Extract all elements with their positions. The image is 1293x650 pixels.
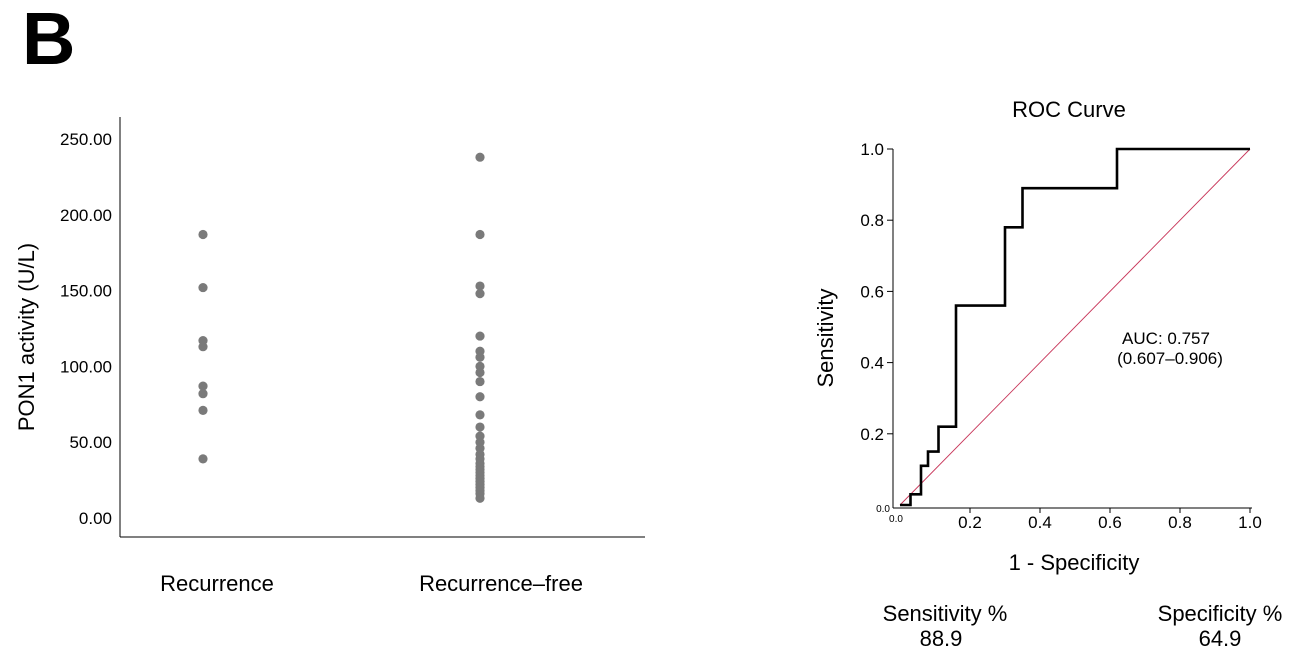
data-point	[198, 342, 208, 352]
data-point	[475, 493, 485, 503]
roc-x-tick-label: 1.0	[1238, 513, 1262, 532]
auc-ci-label: (0.607–0.906)	[1117, 349, 1223, 368]
roc-x-axis-title: 1 - Specificity	[1009, 550, 1140, 575]
data-point	[475, 152, 485, 162]
roc-y-ticks: 0.2 0.4 0.6 0.8 1.0	[860, 140, 893, 444]
data-point	[475, 229, 485, 240]
scatter-y-tick-label: 150.00	[60, 282, 112, 301]
data-point	[475, 376, 485, 387]
specificity-stat-label: Specificity %	[1158, 601, 1283, 626]
roc-y-tick-label: 0.2	[860, 425, 884, 444]
scatter-plot: PON1 activity (U/L) 0.00 50.00 100.00 150.0…	[14, 117, 645, 596]
data-point	[198, 454, 208, 464]
roc-y-tick-label: 0.8	[860, 211, 884, 230]
scatter-y-tick-label: 200.00	[60, 206, 112, 225]
roc-x-tick-label: 0.6	[1098, 513, 1122, 532]
data-point	[475, 410, 485, 420]
reference-diagonal-line	[899, 148, 1251, 506]
panel-letter: B	[22, 0, 76, 80]
roc-curve-line	[900, 147, 1250, 507]
sensitivity-stat-value: 88.9	[920, 626, 963, 650]
auc-label: AUC: 0.757	[1122, 329, 1210, 348]
roc-x-tick-label: 0.8	[1168, 513, 1192, 532]
roc-series	[899, 147, 1251, 507]
roc-y-axis-title: Sensitivity	[813, 288, 838, 387]
data-point	[198, 405, 208, 415]
data-point	[475, 352, 485, 362]
data-point	[475, 331, 485, 341]
data-point	[475, 289, 485, 299]
roc-x-tick-label: 0.2	[958, 513, 982, 532]
scatter-y-tick-label: 50.00	[69, 433, 112, 452]
roc-y-origin-label: 0.0	[876, 504, 890, 515]
scatter-points	[198, 152, 485, 503]
roc-plot: ROC Curve Sensitivity 1 - Specificity 0.…	[813, 97, 1282, 650]
scatter-y-tick-label: 100.00	[60, 357, 112, 376]
data-point	[475, 367, 485, 378]
scatter-y-tick-label: 0.00	[79, 509, 112, 528]
roc-x-ticks: 0.2 0.4 0.6 0.8 1.0	[958, 508, 1262, 532]
category-label-recurrence-free: Recurrence–free	[419, 571, 583, 596]
data-point	[198, 229, 208, 240]
roc-y-tick-label: 0.4	[860, 354, 884, 373]
scatter-y-tick-label: 250.00	[60, 130, 112, 149]
scatter-y-axis-title: PON1 activity (U/L)	[14, 243, 39, 431]
category-label-recurrence: Recurrence	[160, 571, 274, 596]
scatter-y-ticks: 0.00 50.00 100.00 150.00 200.00 250.00	[60, 130, 112, 528]
data-point	[198, 381, 208, 391]
roc-y-tick-label: 0.6	[860, 282, 884, 301]
roc-title: ROC Curve	[1012, 97, 1126, 122]
data-point	[475, 422, 485, 432]
roc-x-tick-label: 0.4	[1028, 513, 1052, 532]
data-point	[198, 282, 208, 293]
data-point	[475, 281, 485, 291]
data-point	[198, 389, 208, 399]
data-point	[475, 392, 485, 402]
specificity-stat-value: 64.9	[1199, 626, 1242, 650]
sensitivity-stat-label: Sensitivity %	[883, 601, 1008, 626]
roc-y-tick-label: 1.0	[860, 140, 884, 159]
roc-x-origin-label: 0.0	[889, 514, 903, 525]
